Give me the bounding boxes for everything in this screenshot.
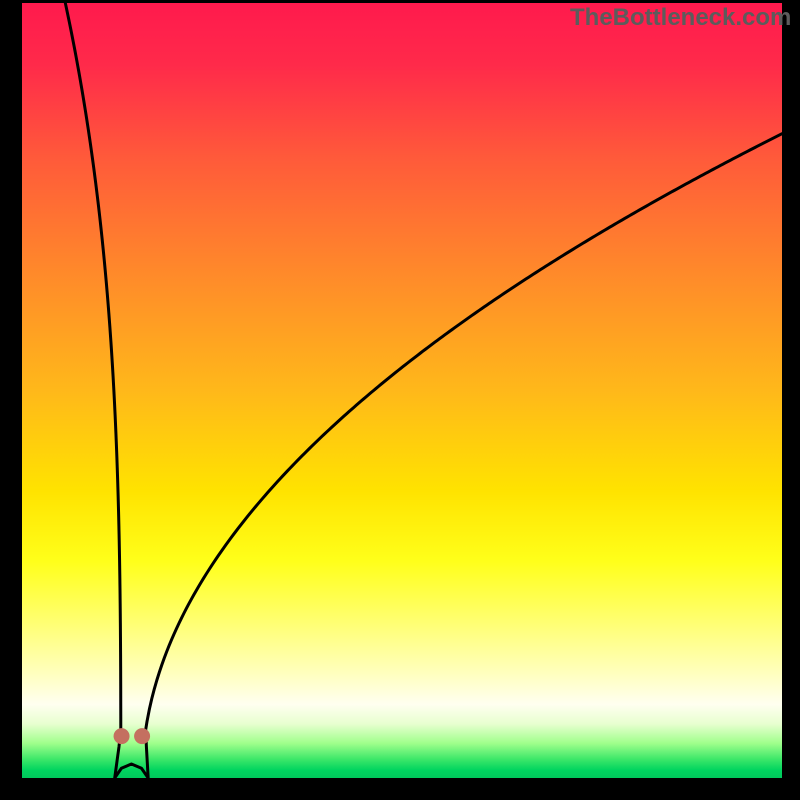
plot-area: [22, 3, 782, 778]
marker-dot-0: [114, 728, 130, 744]
watermark-text: TheBottleneck.com: [570, 4, 785, 32]
marker-dot-1: [134, 728, 150, 744]
gradient-background: [22, 3, 782, 778]
chart-container: TheBottleneck.com: [0, 0, 800, 800]
plot-svg: [22, 3, 782, 778]
